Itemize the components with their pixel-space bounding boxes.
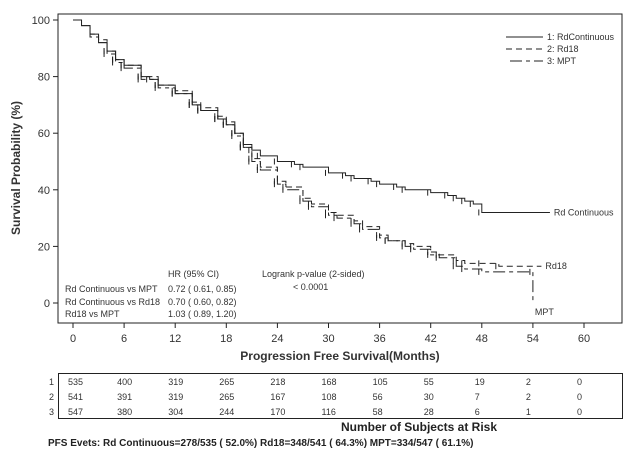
hr-value: 0.70 ( 0.60, 0.82)	[168, 297, 237, 307]
risk-cell: 55	[423, 377, 434, 387]
y-tick-label: 80	[38, 72, 50, 84]
risk-cell: 108	[321, 392, 337, 402]
risk-cell: 0	[577, 392, 583, 402]
risk-cell: 7	[474, 392, 480, 402]
legend: 1: RdContinuous 2: Rd18 3: MPT	[506, 32, 615, 66]
risk-table-title: Number of Subjects at Risk	[340, 420, 498, 434]
hr-header: HR (95% CI)	[168, 269, 219, 279]
risk-cell: 380	[117, 407, 133, 417]
y-axis-label: Survival Probability (%)	[9, 101, 23, 235]
risk-cell: 535	[68, 377, 84, 387]
y-tick-label: 40	[38, 185, 50, 197]
hr-comparison: Rd18 vs MPT	[65, 309, 120, 319]
hr-table: HR (95% CI) Logrank p-value (2-sided) < …	[65, 269, 365, 319]
risk-cell: 28	[423, 407, 434, 417]
y-tick-label: 0	[44, 298, 50, 310]
x-tick-label: 60	[578, 333, 590, 345]
risk-row-label: 1	[49, 377, 55, 387]
risk-cell: 0	[577, 407, 583, 417]
y-tick-label: 100	[32, 15, 50, 27]
x-tick-label: 48	[476, 333, 488, 345]
curve-end-label: Rd Continuous	[554, 207, 614, 217]
x-axis-label: Progression Free Survival(Months)	[240, 349, 439, 363]
risk-cell: 218	[270, 377, 286, 387]
km-chart: 0 20 40 60 80 100 0 6 12 18 24 30 36 42 48 54 60 Surviv…	[9, 13, 623, 363]
curve-end-label: Rd18	[545, 261, 567, 271]
plot-frame	[57, 13, 623, 324]
x-tick-label: 0	[70, 333, 76, 345]
curve-end-label: MPT	[535, 307, 555, 317]
risk-cell: 116	[321, 407, 336, 417]
x-tick-label: 36	[373, 333, 385, 345]
p-header: Logrank p-value (2-sided)	[262, 269, 365, 279]
risk-cell: 56	[372, 392, 383, 402]
risk-table: 1 535 400 319 265 218 168 105 55 19 2 0 2 541 391 319 26…	[49, 373, 623, 421]
x-tick-label: 54	[527, 333, 539, 345]
risk-cell: 391	[117, 392, 133, 402]
risk-cell: 105	[372, 377, 388, 387]
x-tick-label: 12	[169, 333, 181, 345]
legend-label-rd18: 2: Rd18	[547, 44, 579, 54]
curve-rd18	[73, 19, 542, 267]
risk-row-label: 3	[49, 407, 55, 417]
y-tick-label: 20	[38, 241, 50, 253]
risk-cell: 167	[270, 392, 286, 402]
risk-cell: 541	[68, 392, 84, 402]
hr-comparison: Rd Continuous vs Rd18	[65, 297, 160, 307]
legend-label-rdcontinuous: 1: RdContinuous	[547, 32, 615, 42]
risk-cell: 30	[423, 392, 434, 402]
risk-cell: 547	[68, 407, 84, 417]
risk-cell: 400	[117, 377, 133, 387]
curve-mpt	[73, 19, 534, 303]
risk-cell: 6	[474, 407, 480, 417]
y-axis: 0 20 40 60 80 100	[32, 15, 58, 310]
curve-rdcontinuous	[73, 19, 550, 213]
risk-cell: 244	[219, 407, 235, 417]
risk-cell: 0	[577, 377, 583, 387]
survival-curves: Rd Continuous Rd18 MPT	[73, 19, 614, 317]
x-tick-label: 24	[271, 333, 283, 345]
risk-cell: 58	[372, 407, 383, 417]
risk-row-label: 2	[49, 392, 55, 402]
risk-cell: 2	[525, 377, 531, 387]
x-tick-label: 6	[121, 333, 127, 345]
risk-cell: 265	[219, 377, 235, 387]
x-tick-label: 42	[425, 333, 437, 345]
risk-row: 3 547 380 304 244 170 116 58 28 6 1 0	[49, 407, 622, 421]
risk-cell: 1	[525, 407, 531, 417]
y-tick-label: 60	[38, 128, 50, 140]
hr-value: 1.03 ( 0.89, 1.20)	[168, 309, 237, 319]
risk-cell: 19	[474, 377, 485, 387]
risk-cell: 319	[168, 377, 184, 387]
risk-cell: 2	[525, 392, 531, 402]
x-tick-label: 18	[220, 333, 232, 345]
risk-row: 2 541 391 319 265 167 108 56 30 7 2 0	[49, 392, 622, 406]
x-axis: 0 6 12 18 24 30 36 42 48 54 60	[70, 323, 590, 345]
risk-cell: 304	[168, 407, 184, 417]
risk-cell: 170	[270, 407, 286, 417]
legend-label-mpt: 3: MPT	[547, 56, 577, 66]
pfs-events-footer: PFS Evets: Rd Continuous=278/535 ( 52.0%…	[48, 438, 474, 449]
risk-cell: 168	[321, 377, 337, 387]
p-value: < 0.0001	[293, 282, 328, 292]
risk-cell: 319	[168, 392, 184, 402]
risk-cell: 265	[219, 392, 235, 402]
hr-comparison: Rd Continuous vs MPT	[65, 284, 158, 294]
x-tick-label: 30	[322, 333, 334, 345]
risk-row: 1 535 400 319 265 218 168 105 55 19 2 0	[49, 377, 622, 391]
hr-value: 0.72 ( 0.61, 0.85)	[168, 284, 237, 294]
